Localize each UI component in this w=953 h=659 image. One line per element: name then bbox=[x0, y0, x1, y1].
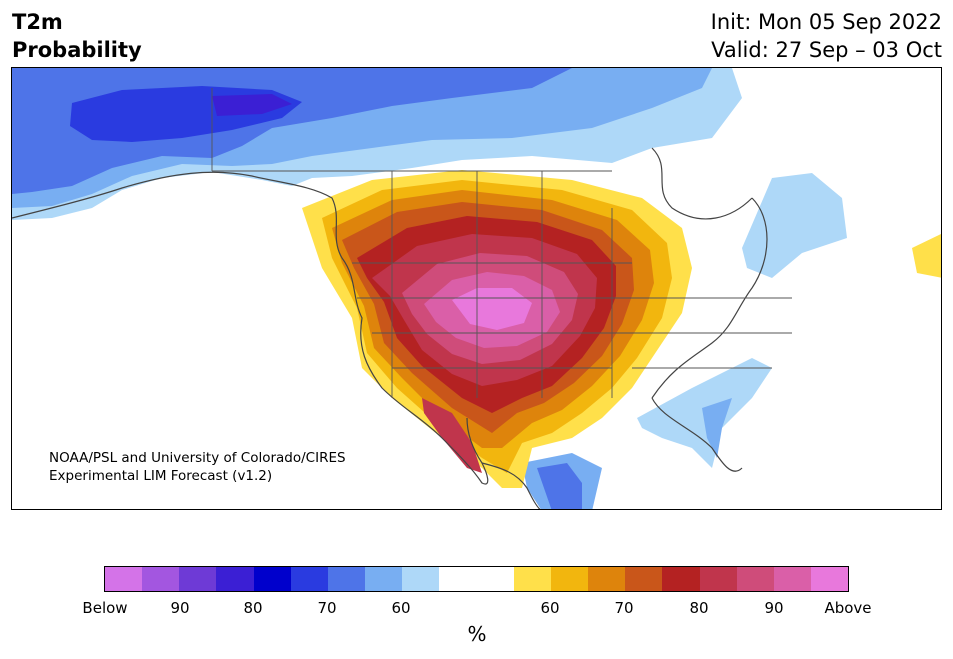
colorbar-swatch bbox=[773, 567, 811, 591]
colorbar-swatch bbox=[476, 567, 514, 591]
colorbar-tick-label: 90 bbox=[170, 599, 190, 617]
colorbar bbox=[104, 566, 849, 592]
forecast-dates: Init: Mon 05 Sep 2022 Valid: 27 Sep – 03… bbox=[711, 8, 942, 64]
colorbar-unit: % bbox=[467, 622, 487, 646]
colorbar-tick-label: 70 bbox=[317, 599, 337, 617]
warm-region-baja bbox=[422, 398, 482, 473]
colorbar-tick-label: Above bbox=[824, 599, 872, 617]
title-line2: Probability bbox=[12, 38, 142, 62]
colorbar-tick-label: 70 bbox=[614, 599, 634, 617]
colorbar-swatch bbox=[736, 567, 774, 591]
data-credit: NOAA/PSL and University of Colorado/CIRE… bbox=[49, 449, 346, 485]
colorbar-swatch bbox=[402, 567, 440, 591]
credit-line2: Experimental LIM Forecast (v1.2) bbox=[49, 468, 273, 484]
colorbar-swatch bbox=[662, 567, 700, 591]
colorbar-tick-label: 60 bbox=[391, 599, 411, 617]
colorbar-swatch bbox=[290, 567, 328, 591]
colorbar-swatch bbox=[550, 567, 589, 591]
init-date: Init: Mon 05 Sep 2022 bbox=[710, 10, 942, 34]
state-borders bbox=[211, 88, 792, 398]
colorbar-swatch bbox=[365, 567, 403, 591]
colorbar-tick-label: 60 bbox=[540, 599, 560, 617]
colorbar-swatch bbox=[699, 567, 737, 591]
title-line1: T2m bbox=[12, 10, 63, 34]
cold-region-core bbox=[212, 94, 292, 116]
colorbar-swatch bbox=[588, 567, 626, 591]
map-canvas bbox=[12, 68, 941, 509]
cold-region-east bbox=[742, 173, 847, 278]
valid-period: Valid: 27 Sep – 03 Oct bbox=[711, 38, 942, 62]
colorbar-tick-label: 90 bbox=[764, 599, 784, 617]
coastlines bbox=[12, 147, 768, 509]
colorbar-swatch bbox=[142, 567, 180, 591]
chart-title: T2m Probability bbox=[12, 8, 142, 64]
colorbar-tick-label: 80 bbox=[689, 599, 709, 617]
colorbar-swatch bbox=[439, 567, 477, 591]
warm-region-magenta bbox=[452, 288, 532, 330]
warm-region-east bbox=[912, 233, 941, 278]
colorbar-swatch bbox=[105, 567, 143, 591]
credit-line1: NOAA/PSL and University of Colorado/CIRE… bbox=[49, 450, 346, 466]
colorbar-tick-label: Below bbox=[82, 599, 128, 617]
cold-region-southeast-mid bbox=[702, 398, 732, 458]
colorbar-swatch bbox=[513, 567, 551, 591]
cold-region-mexico-mid bbox=[537, 463, 582, 509]
colorbar-tick-label: 80 bbox=[243, 599, 263, 617]
colorbar-swatch bbox=[810, 567, 849, 591]
colorbar-swatch bbox=[327, 567, 366, 591]
colorbar-swatch bbox=[625, 567, 663, 591]
colorbar-swatch bbox=[179, 567, 217, 591]
forecast-map bbox=[11, 67, 942, 510]
colorbar-swatch bbox=[253, 567, 291, 591]
colorbar-swatch bbox=[216, 567, 254, 591]
